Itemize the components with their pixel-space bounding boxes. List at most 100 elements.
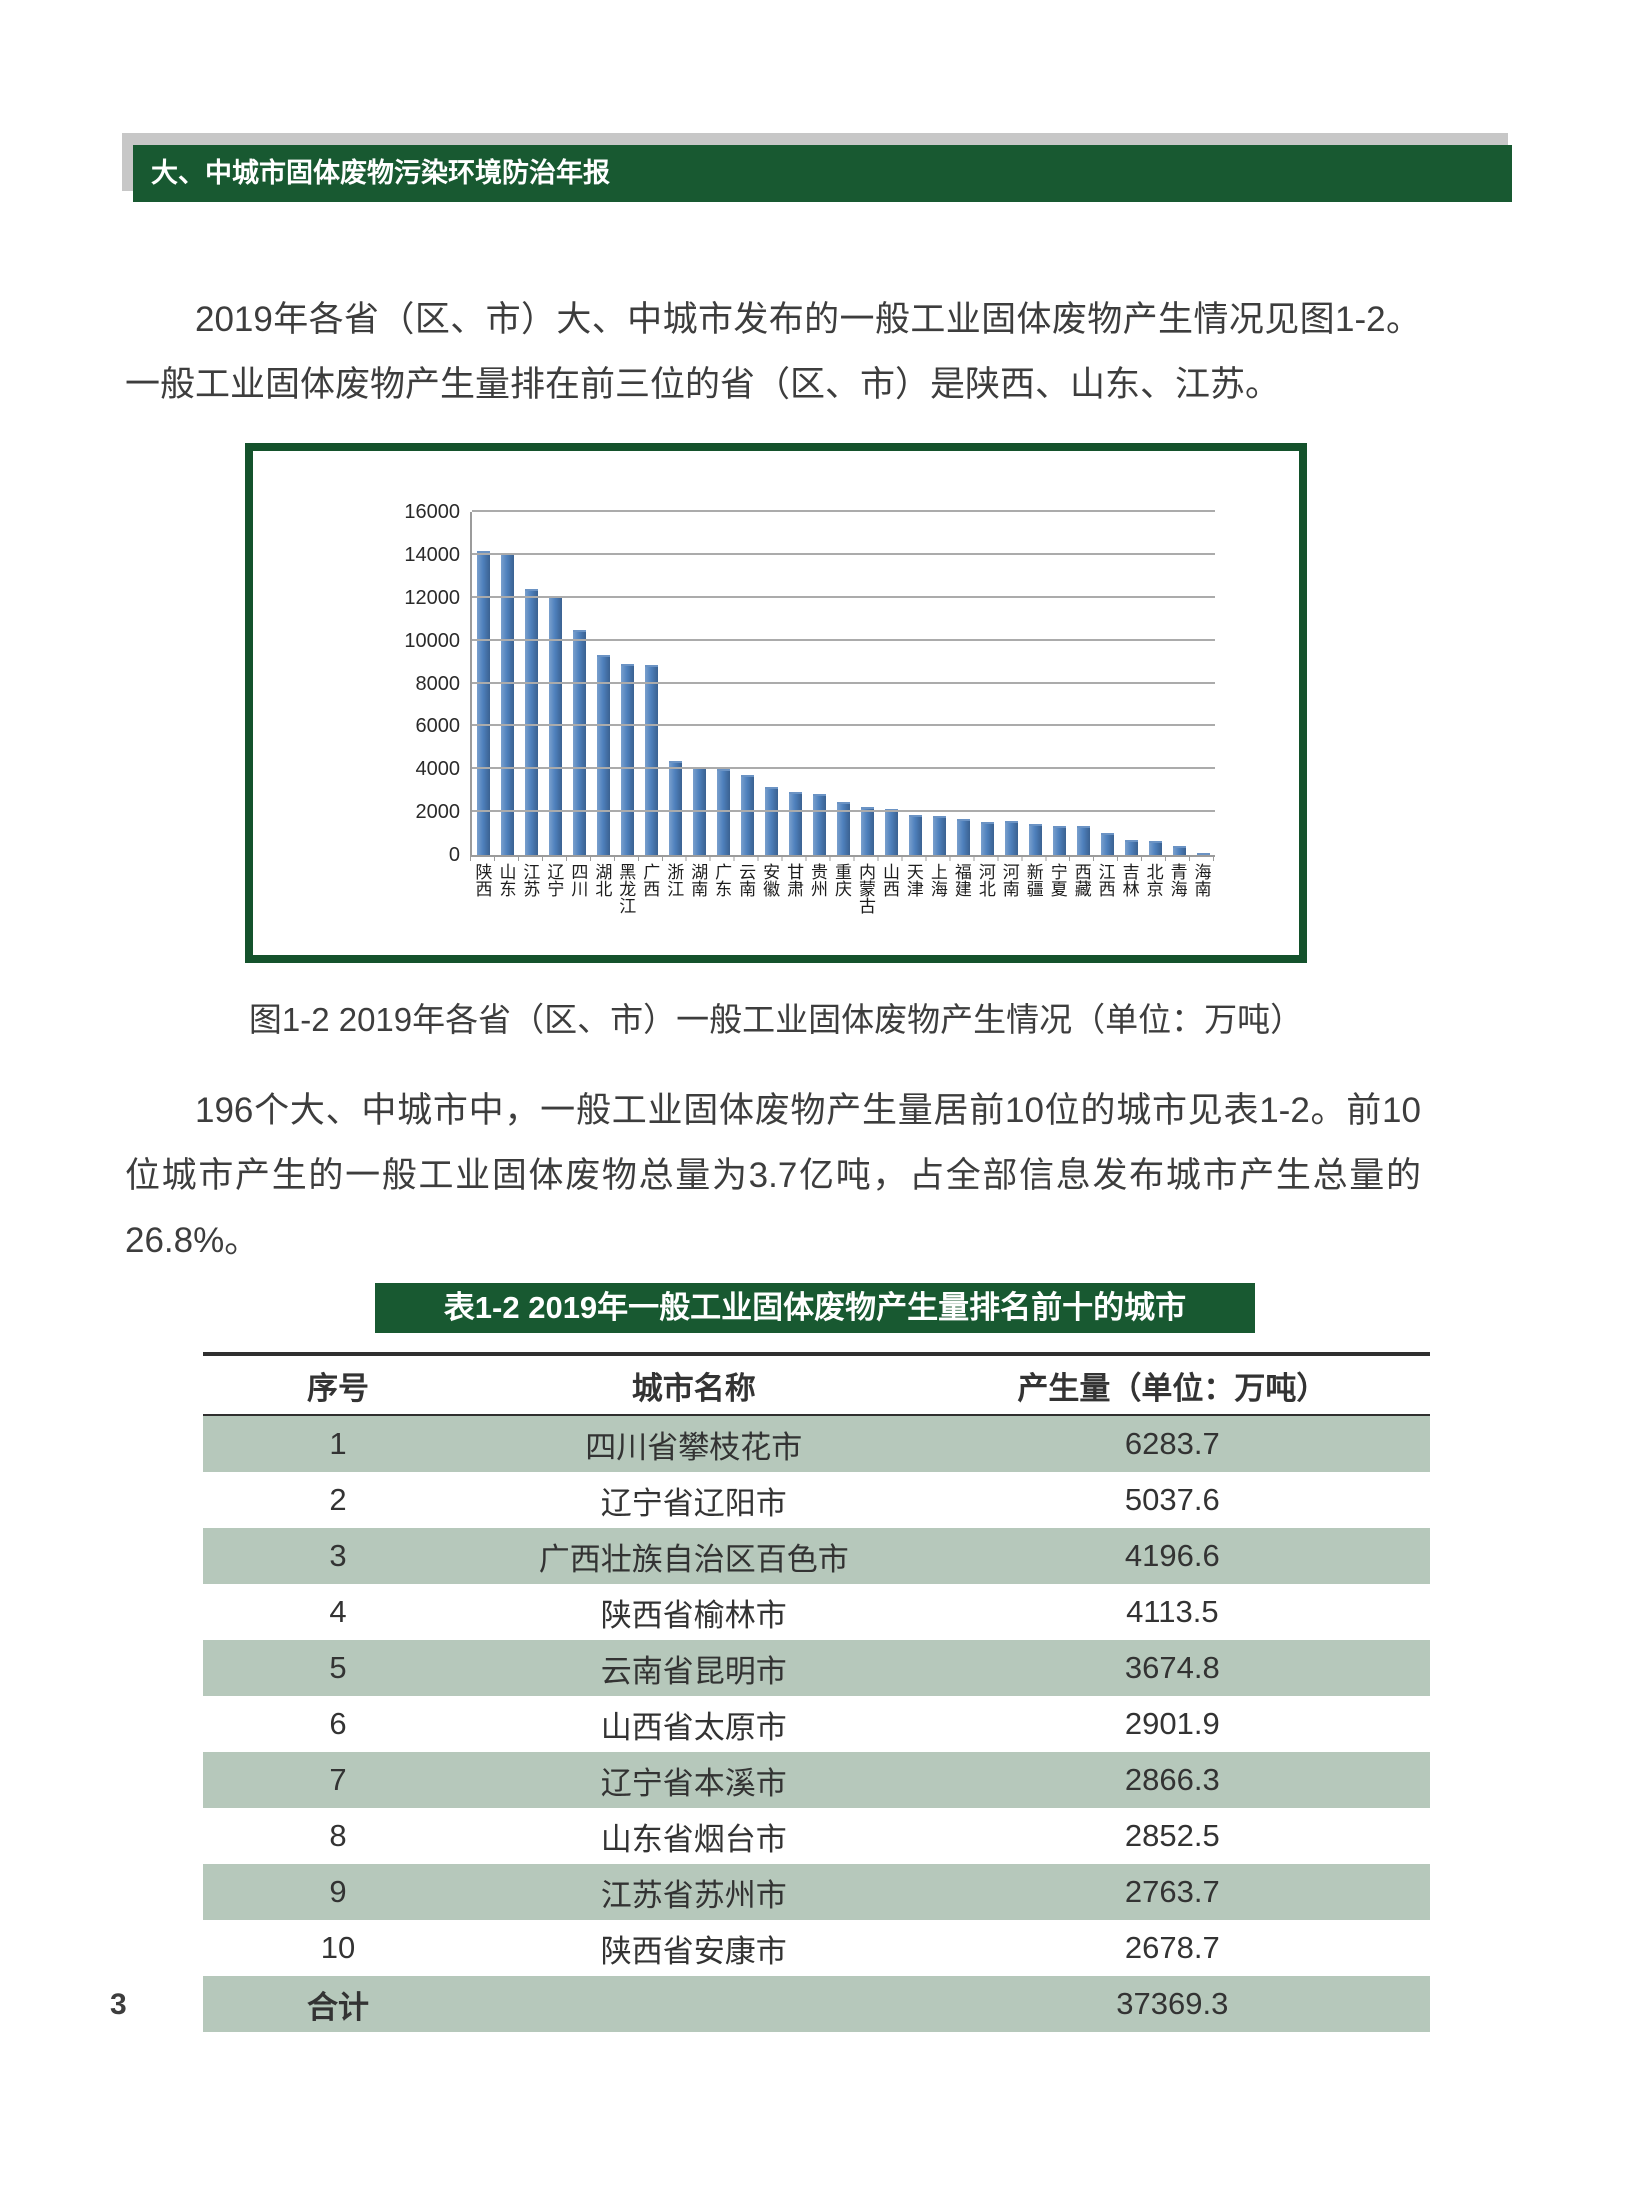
table-cell: 辽宁省本溪市	[600, 1765, 787, 1801]
x-tick-label: 贵州	[806, 863, 830, 914]
bar-湖北	[597, 654, 611, 855]
x-tick-label: 甘肃	[782, 863, 806, 914]
table-cell: 云南省昆明市	[600, 1653, 787, 1689]
x-tick-label: 天津	[901, 863, 925, 914]
x-tick-label: 新疆	[1021, 863, 1045, 914]
bar-slot	[999, 512, 1023, 855]
table-cell: 4196.6	[1124, 1538, 1220, 1573]
bar-山西	[884, 808, 898, 855]
x-tick-label: 内蒙古	[854, 863, 878, 914]
table-title-bar: 表1-2 2019年一般工业固体废物产生量排名前十的城市	[375, 1283, 1255, 1333]
table-row-9: 9 江苏省苏州市 2763.7	[203, 1864, 1430, 1920]
column-header-rank: 序号	[203, 1352, 473, 1416]
bar-slot	[688, 512, 712, 855]
bar-slot	[568, 512, 592, 855]
x-tick-label: 黑龙江	[614, 863, 638, 914]
figure-caption: 图1-2 2019年各省（区、市）一般工业固体废物产生情况（单位：万吨）	[248, 1001, 1304, 1038]
x-tick-label: 河北	[973, 863, 997, 914]
gridline	[472, 724, 1215, 727]
x-tick-label: 上海	[925, 863, 949, 914]
bar-宁夏	[1052, 826, 1066, 855]
table-row-1: 1 四川省攀枝花市 6283.7	[203, 1415, 1430, 1472]
table-cell: 6	[329, 1706, 347, 1741]
x-tick-label: 四川	[566, 863, 590, 914]
x-tick-text: 江西	[1095, 863, 1115, 897]
x-tick-text: 新疆	[1023, 863, 1043, 897]
bar-广西	[645, 665, 659, 855]
paragraph-intro: 2019年各省（区、市）大、中城市发布的一般工业固体废物产生情况见图1-2。一般…	[125, 300, 1421, 404]
table-row-6: 6 山西省太原市 2901.9	[203, 1696, 1430, 1752]
table-cell: 3	[329, 1538, 347, 1573]
table-row-7: 7 辽宁省本溪市 2866.3	[203, 1752, 1430, 1808]
y-tick-label: 6000	[415, 715, 461, 738]
report-header-band: 大、中城市固体废物污染环境防治年报	[133, 145, 1512, 202]
bar-slot	[903, 512, 927, 855]
x-tick-label: 湖南	[686, 863, 710, 914]
bar-云南	[741, 774, 755, 855]
column-header-city: 城市名称	[472, 1352, 915, 1416]
table-row-2: 2 辽宁省辽阳市 5037.6	[203, 1472, 1430, 1528]
x-tick-label: 河南	[997, 863, 1021, 914]
table-cell: 陕西省安康市	[600, 1933, 787, 1969]
bar-slot	[544, 512, 568, 855]
bar-slot	[496, 512, 520, 855]
bar-天津	[908, 815, 922, 855]
table-cell: 10	[320, 1930, 356, 1965]
bar-内蒙古	[860, 806, 874, 855]
gridline	[472, 810, 1215, 813]
y-tick-label: 10000	[404, 629, 460, 652]
bar-slot	[975, 512, 999, 855]
bar-黑龙江	[621, 664, 635, 855]
column-header-amount: 产生量（单位：万吨）	[914, 1352, 1430, 1416]
table-cell: 7	[329, 1762, 347, 1797]
x-tick-text: 黑龙江	[616, 863, 636, 914]
table-cell: 6283.7	[1124, 1426, 1220, 1461]
x-tick-text: 天津	[903, 863, 923, 897]
bar-slot	[832, 512, 856, 855]
table-cell: 山东省烟台市	[600, 1821, 787, 1857]
table-cell: 江苏省苏州市	[600, 1877, 787, 1913]
table-cell: 9	[329, 1874, 347, 1909]
table-cell: 山西省太原市	[600, 1709, 787, 1745]
figure-1-2-box: 0 2000 4000 6000 8000 10000 12000 14000 16000 陕西…	[245, 443, 1307, 963]
x-tick-text: 贵州	[808, 863, 828, 897]
table-cell: 37369.3	[1116, 1986, 1229, 2021]
x-tick-label: 吉林	[1117, 863, 1141, 914]
y-tick-label: 16000	[404, 501, 460, 523]
x-tick-text: 四川	[568, 863, 588, 897]
x-tick-text: 山西	[879, 863, 899, 897]
bar-slot	[784, 512, 808, 855]
x-tick-text: 内蒙古	[855, 863, 875, 914]
y-tick-label: 12000	[404, 586, 460, 609]
x-tick-label: 江西	[1093, 863, 1117, 914]
x-axis-labels: 陕西 山东 江苏 辽宁 四川 湖北 黑龙江 广西 浙江 湖南 广东 云南 安徽 甘肃 贵州 重庆 内蒙古 山西 天津…	[470, 863, 1213, 914]
bar-slot	[1191, 512, 1215, 855]
x-tick-label: 福建	[949, 863, 973, 914]
x-tick-label: 安徽	[758, 863, 782, 914]
x-tick-label: 陕西	[470, 863, 494, 914]
table-row-3: 3 广西壮族自治区百色市 4196.6	[203, 1528, 1430, 1584]
bar-slot	[1095, 512, 1119, 855]
table-cell: 广西壮族自治区百色市	[538, 1541, 849, 1577]
paragraph-table-intro: 196个大、中城市中，一般工业固体废物产生量居前10位的城市见表1-2。前10位…	[125, 1091, 1421, 1260]
bar-slot	[472, 512, 496, 855]
table-row-4: 4 陕西省榆林市 4113.5	[203, 1584, 1430, 1640]
report-header-title: 大、中城市固体废物污染环境防治年报	[151, 158, 610, 188]
x-tick-text: 广西	[640, 863, 660, 897]
y-tick-label: 0	[448, 844, 460, 866]
gridline	[472, 767, 1215, 770]
table-cell: 1	[329, 1426, 347, 1461]
x-tick-text: 甘肃	[784, 863, 804, 897]
bar-slot	[879, 512, 903, 855]
gridline	[472, 552, 1215, 555]
x-tick-text: 江苏	[520, 863, 540, 897]
x-tick-label: 辽宁	[542, 863, 566, 914]
bar-slot	[712, 512, 736, 855]
table-cell	[473, 1976, 915, 2032]
x-tick-label: 云南	[734, 863, 758, 914]
x-tick-label: 重庆	[830, 863, 854, 914]
x-tick-text: 河北	[975, 863, 995, 897]
x-tick-label: 浙江	[662, 863, 686, 914]
bar-河南	[1004, 821, 1018, 855]
